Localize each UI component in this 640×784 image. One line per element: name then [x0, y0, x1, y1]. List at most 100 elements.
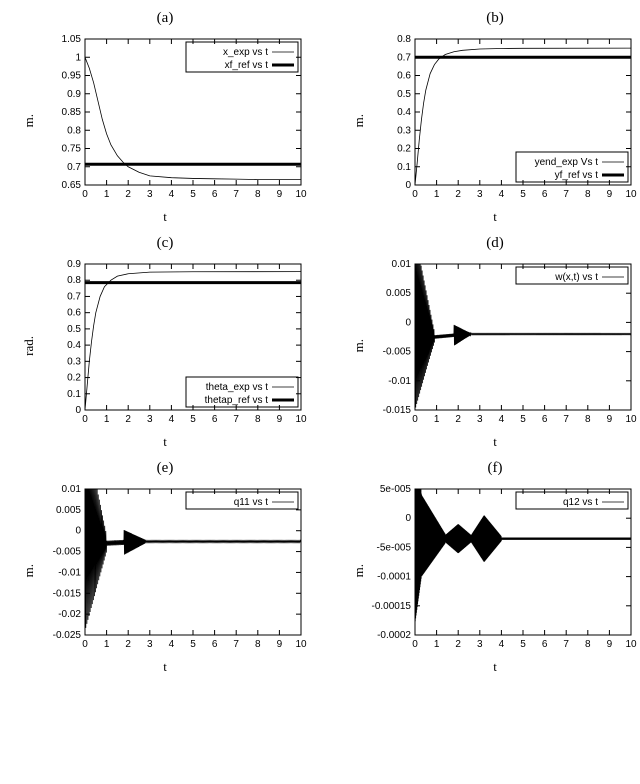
svg-text:4: 4 — [169, 189, 175, 200]
subplot-d: (d) m. 012345678910-0.015-0.01-0.00500.0… — [340, 235, 640, 450]
svg-text:0: 0 — [82, 189, 88, 200]
svg-text:0.8: 0.8 — [67, 275, 81, 286]
svg-text:-0.025: -0.025 — [53, 630, 82, 641]
svg-text:xf_ref vs t: xf_ref vs t — [225, 60, 269, 71]
svg-text:0: 0 — [412, 414, 418, 425]
svg-text:0.85: 0.85 — [62, 107, 82, 118]
svg-text:0.9: 0.9 — [67, 259, 81, 270]
svg-text:0: 0 — [75, 405, 81, 416]
svg-text:9: 9 — [607, 189, 613, 200]
svg-text:4: 4 — [499, 639, 505, 650]
svg-text:7: 7 — [233, 639, 239, 650]
svg-text:0.01: 0.01 — [62, 484, 82, 495]
x-axis-label: t — [493, 434, 497, 450]
svg-text:9: 9 — [277, 639, 283, 650]
x-axis-label: t — [493, 659, 497, 675]
svg-text:7: 7 — [233, 189, 239, 200]
svg-text:1: 1 — [104, 414, 110, 425]
svg-text:0: 0 — [412, 639, 418, 650]
svg-text:0: 0 — [405, 317, 411, 328]
svg-text:w(x,t) vs t: w(x,t) vs t — [554, 272, 598, 283]
svg-text:0.5: 0.5 — [67, 324, 81, 335]
svg-text:yf_ref vs t: yf_ref vs t — [555, 170, 599, 181]
svg-text:2: 2 — [455, 414, 461, 425]
subplot-label: (e) — [157, 460, 174, 477]
svg-text:0.5: 0.5 — [397, 89, 411, 100]
svg-text:6: 6 — [212, 189, 218, 200]
chart-f: 012345678910-0.0002-0.00015-0.0001-5e-00… — [369, 481, 639, 661]
svg-text:0: 0 — [82, 639, 88, 650]
svg-text:6: 6 — [542, 639, 548, 650]
svg-text:0.6: 0.6 — [67, 308, 81, 319]
y-axis-label: m. — [351, 339, 367, 352]
svg-text:6: 6 — [212, 639, 218, 650]
svg-text:0.3: 0.3 — [397, 125, 411, 136]
svg-text:8: 8 — [255, 414, 261, 425]
x-axis-label: t — [163, 659, 167, 675]
chart-c: 01234567891000.10.20.30.40.50.60.70.80.9… — [39, 256, 309, 436]
svg-text:1: 1 — [104, 639, 110, 650]
svg-text:1: 1 — [434, 639, 440, 650]
svg-text:0: 0 — [75, 526, 81, 537]
svg-text:0.2: 0.2 — [67, 373, 81, 384]
svg-text:0.005: 0.005 — [386, 288, 411, 299]
chart-e: 012345678910-0.025-0.02-0.015-0.01-0.005… — [39, 481, 309, 661]
svg-text:q11 vs t: q11 vs t — [234, 497, 268, 508]
subplot-f: (f) m. 012345678910-0.0002-0.00015-0.000… — [340, 460, 640, 675]
svg-text:10: 10 — [625, 414, 637, 425]
svg-text:-0.015: -0.015 — [53, 588, 82, 599]
svg-text:1: 1 — [434, 414, 440, 425]
svg-text:10: 10 — [625, 189, 637, 200]
svg-text:1: 1 — [104, 189, 110, 200]
svg-text:q12 vs t: q12 vs t — [563, 497, 598, 508]
svg-text:0.1: 0.1 — [67, 389, 81, 400]
svg-text:6: 6 — [542, 414, 548, 425]
svg-text:0.8: 0.8 — [397, 34, 411, 45]
svg-text:3: 3 — [147, 639, 153, 650]
svg-text:0: 0 — [412, 189, 418, 200]
chart-b: 01234567891000.10.20.30.40.50.60.70.8yen… — [369, 31, 639, 211]
subplot-label: (b) — [486, 10, 504, 27]
svg-text:0.65: 0.65 — [62, 180, 82, 191]
subplot-b: (b) m. 01234567891000.10.20.30.40.50.60.… — [340, 10, 640, 225]
svg-text:yend_exp Vs t: yend_exp Vs t — [535, 157, 599, 168]
svg-text:-0.005: -0.005 — [383, 347, 412, 358]
svg-text:-0.0001: -0.0001 — [377, 572, 411, 583]
svg-text:0.75: 0.75 — [62, 144, 82, 155]
svg-text:0.3: 0.3 — [67, 356, 81, 367]
subplot-label: (f) — [488, 460, 503, 477]
svg-text:-0.01: -0.01 — [58, 567, 81, 578]
svg-text:0.1: 0.1 — [397, 162, 411, 173]
svg-text:3: 3 — [477, 189, 483, 200]
x-axis-label: t — [493, 209, 497, 225]
svg-text:10: 10 — [295, 639, 307, 650]
svg-text:0.7: 0.7 — [397, 52, 411, 63]
svg-text:2: 2 — [125, 414, 131, 425]
y-axis-label: m. — [21, 564, 37, 577]
svg-text:3: 3 — [477, 414, 483, 425]
svg-text:0.95: 0.95 — [62, 71, 82, 82]
svg-text:3: 3 — [147, 189, 153, 200]
svg-text:0.2: 0.2 — [397, 144, 411, 155]
svg-text:x_exp vs t: x_exp vs t — [223, 47, 268, 58]
svg-text:1: 1 — [434, 189, 440, 200]
svg-text:2: 2 — [125, 639, 131, 650]
svg-text:0: 0 — [405, 180, 411, 191]
chart-d: 012345678910-0.015-0.01-0.00500.0050.01w… — [369, 256, 639, 436]
svg-text:10: 10 — [295, 189, 307, 200]
subplot-label: (d) — [486, 235, 504, 252]
svg-text:9: 9 — [277, 189, 283, 200]
svg-text:0: 0 — [405, 513, 411, 524]
svg-text:10: 10 — [295, 414, 307, 425]
y-axis-label: m. — [351, 114, 367, 127]
svg-text:9: 9 — [607, 414, 613, 425]
svg-text:0.005: 0.005 — [56, 505, 81, 516]
svg-text:0.01: 0.01 — [392, 259, 412, 270]
svg-text:5e-005: 5e-005 — [380, 484, 412, 495]
svg-text:9: 9 — [277, 414, 283, 425]
svg-text:7: 7 — [563, 414, 569, 425]
svg-text:6: 6 — [542, 189, 548, 200]
svg-text:-0.02: -0.02 — [58, 609, 81, 620]
svg-text:4: 4 — [169, 414, 175, 425]
y-axis-label: m. — [351, 564, 367, 577]
